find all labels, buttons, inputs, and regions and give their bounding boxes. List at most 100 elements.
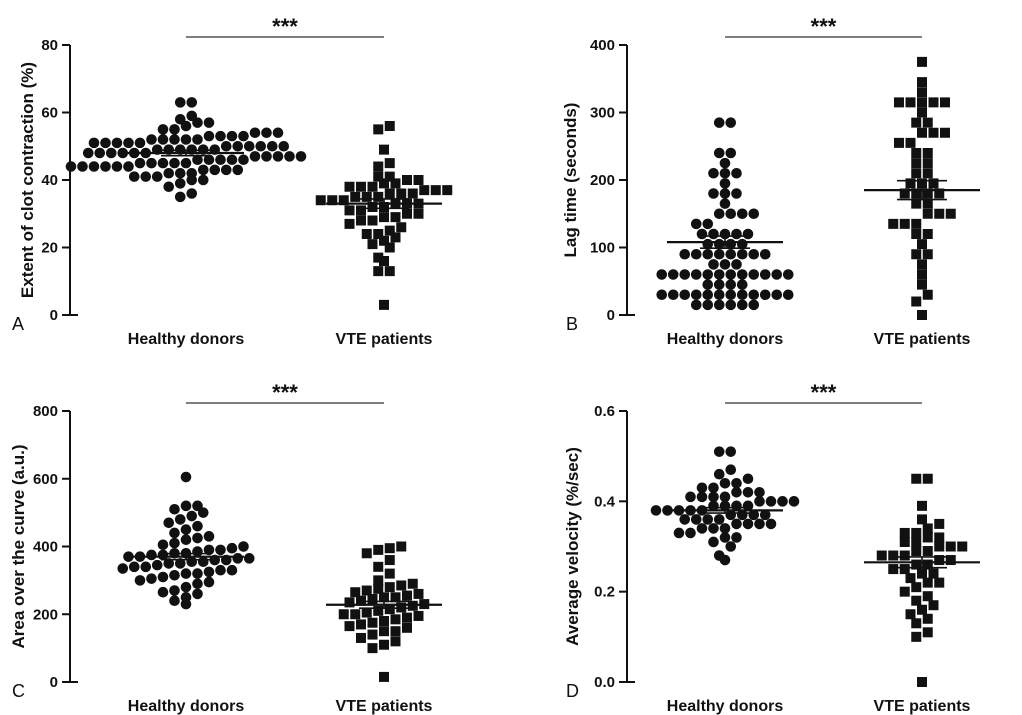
data-point-circle: [725, 446, 737, 457]
data-point-square: [917, 604, 927, 615]
data-point-circle: [679, 289, 691, 301]
data-point-circle: [719, 500, 731, 512]
data-point-circle: [272, 151, 284, 162]
significance-label: ***: [272, 14, 298, 39]
data-point-square: [911, 117, 922, 128]
data-point-square: [905, 178, 916, 189]
data-point-square: [384, 266, 395, 277]
data-point-circle: [696, 482, 708, 494]
data-point-square: [413, 208, 424, 219]
data-point-square: [922, 158, 933, 169]
significance-label: ***: [811, 380, 837, 405]
data-point-circle: [719, 532, 731, 543]
significance-label: ***: [811, 14, 837, 39]
data-point-square: [899, 218, 910, 229]
data-point-circle: [725, 509, 737, 521]
data-point-circle: [748, 208, 760, 220]
data-point-circle: [163, 167, 175, 179]
data-point-circle: [771, 289, 783, 301]
y-axis-title: Average velocity (%/sec): [563, 447, 582, 646]
data-point-circle: [180, 598, 192, 610]
data-point-circle: [748, 289, 760, 301]
data-point-circle: [169, 134, 180, 145]
data-point-square: [917, 239, 927, 250]
data-point-circle: [736, 289, 748, 301]
data-point-square: [419, 185, 430, 196]
data-point-circle: [725, 269, 737, 280]
data-point-circle: [782, 289, 794, 301]
data-point-circle: [708, 188, 719, 199]
data-point-square: [338, 195, 349, 206]
data-point-square: [922, 523, 933, 534]
y-tick-label: 0: [50, 307, 58, 324]
data-point-square: [922, 168, 933, 179]
panel-letter: C: [12, 681, 25, 701]
data-point-square: [928, 568, 939, 579]
panel-letter: B: [566, 314, 578, 334]
data-point-square: [917, 310, 927, 320]
data-point-circle: [169, 585, 180, 596]
data-point-circle: [731, 500, 742, 512]
data-point-square: [911, 582, 922, 593]
data-point-square: [384, 188, 395, 199]
data-point-circle: [713, 117, 725, 128]
data-point-circle: [713, 147, 725, 159]
data-point-square: [934, 532, 945, 543]
data-point-square: [390, 232, 401, 243]
data-point-square: [396, 541, 407, 552]
data-point-square: [384, 543, 395, 554]
data-point-square: [922, 289, 933, 300]
data-point-square: [922, 249, 933, 260]
data-point-square: [356, 215, 366, 226]
data-point-circle: [243, 140, 255, 152]
data-point-circle: [174, 178, 186, 189]
data-point-circle: [163, 181, 175, 193]
data-point-square: [917, 514, 927, 525]
data-point-square: [922, 559, 933, 570]
data-point-square: [934, 555, 945, 566]
data-point-square: [407, 578, 418, 589]
data-point-square: [361, 585, 372, 596]
data-point-circle: [748, 509, 760, 521]
data-point-circle: [748, 248, 760, 260]
data-point-square: [379, 592, 389, 603]
data-point-circle: [111, 137, 123, 149]
data-point-square: [402, 622, 412, 633]
data-point-circle: [146, 157, 157, 169]
data-point-circle: [731, 532, 742, 543]
data-point-square: [922, 577, 933, 588]
x-category-label: VTE patients: [336, 698, 433, 715]
data-point-circle: [238, 541, 249, 552]
data-point-square: [384, 225, 395, 236]
data-point-circle: [186, 556, 198, 568]
y-tick-label: 0.2: [594, 584, 615, 601]
data-point-circle: [278, 140, 290, 152]
data-point-square: [379, 256, 389, 266]
data-point-circle: [759, 248, 771, 260]
data-point-circle: [88, 137, 100, 149]
data-point-square: [922, 591, 933, 602]
data-point-square: [934, 208, 945, 219]
data-point-square: [917, 568, 927, 579]
data-point-square: [911, 473, 922, 484]
data-point-circle: [123, 137, 134, 149]
data-point-circle: [174, 167, 186, 179]
data-point-circle: [192, 520, 203, 532]
data-point-circle: [685, 527, 696, 539]
y-tick-label: 400: [33, 539, 58, 556]
data-point-square: [917, 56, 927, 67]
data-point-square: [344, 181, 355, 192]
data-point-square: [442, 185, 453, 196]
data-point-circle: [180, 471, 192, 483]
data-point-circle: [100, 161, 111, 172]
panel-letter: D: [566, 681, 579, 701]
data-point-circle: [88, 161, 100, 172]
data-point-circle: [77, 161, 88, 172]
data-point-square: [922, 546, 933, 557]
x-category-label: Healthy donors: [128, 331, 245, 348]
data-point-circle: [713, 468, 725, 480]
data-point-circle: [719, 178, 731, 189]
data-point-circle: [771, 269, 783, 280]
data-point-square: [396, 188, 407, 199]
data-point-square: [911, 296, 922, 307]
